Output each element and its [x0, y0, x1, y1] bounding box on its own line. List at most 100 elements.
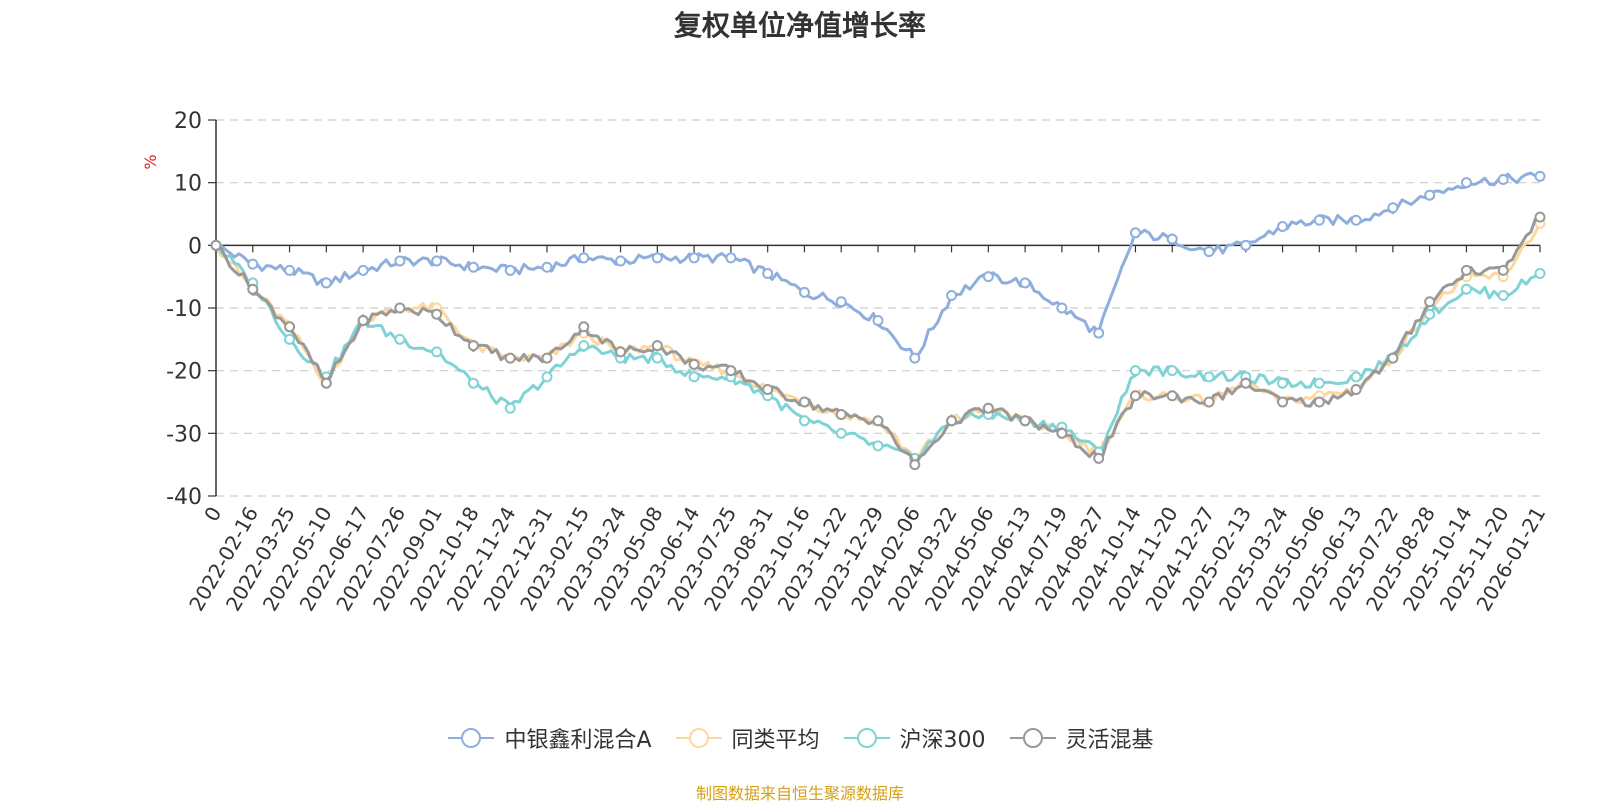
data-point — [504, 352, 516, 364]
y-tick-label: -20 — [166, 360, 202, 385]
data-point — [1277, 396, 1289, 408]
data-point — [541, 371, 553, 383]
data-point — [394, 333, 406, 345]
legend-marker-icon — [448, 728, 495, 748]
line-chart: 20100-10-20-30-4002022-02-162022-03-2520… — [141, 109, 1550, 615]
data-point — [320, 377, 332, 389]
data-point — [1056, 427, 1068, 439]
y-tick-label: 20 — [174, 109, 202, 134]
data-point — [504, 264, 516, 276]
data-point — [357, 315, 369, 327]
data-point — [1166, 390, 1178, 402]
data-point — [1350, 371, 1362, 383]
legend-item[interactable]: 同类平均 — [674, 722, 820, 754]
data-point — [982, 271, 994, 283]
data-point — [798, 415, 810, 427]
legend-marker-icon — [843, 728, 890, 748]
data-point — [651, 340, 663, 352]
data-point — [467, 340, 479, 352]
legend-label: 中银鑫利混合A — [504, 728, 652, 753]
data-point — [1313, 214, 1325, 226]
data-point — [1313, 396, 1325, 408]
data-point — [431, 346, 443, 358]
y-tick-label: -10 — [166, 297, 202, 322]
data-point — [1093, 452, 1105, 464]
data-point — [1203, 371, 1215, 383]
data-point — [1534, 211, 1546, 223]
data-point — [835, 296, 847, 308]
data-point — [651, 252, 663, 264]
data-point — [1460, 177, 1472, 189]
data-point — [320, 277, 332, 289]
data-point — [1387, 202, 1399, 214]
axis-layer — [208, 119, 1541, 497]
y-tick-label: 10 — [174, 172, 202, 197]
data-point — [615, 255, 627, 267]
x-tick-label: 0 — [199, 503, 226, 526]
data-point — [284, 321, 296, 333]
legend-marker-icon — [1009, 728, 1056, 748]
legend-item[interactable]: 中银鑫利混合A — [446, 722, 652, 754]
data-point — [1277, 221, 1289, 233]
legend: 中银鑫利混合A 同类平均 沪深300 灵活混基 — [0, 722, 1600, 754]
data-point — [357, 264, 369, 276]
data-point — [394, 302, 406, 314]
data-point — [1203, 246, 1215, 258]
tick-label-layer: 20100-10-20-30-4002022-02-162022-03-2520… — [166, 109, 1550, 615]
data-point — [1093, 327, 1105, 339]
data-point — [872, 415, 884, 427]
data-point — [578, 252, 590, 264]
data-point — [210, 239, 222, 251]
data-point — [541, 261, 553, 273]
data-point — [504, 402, 516, 414]
data-point — [431, 255, 443, 267]
data-point — [1129, 227, 1141, 239]
chart-title: 复权单位净值增长率 — [673, 9, 926, 42]
data-point — [284, 264, 296, 276]
data-point — [1313, 377, 1325, 389]
data-point — [909, 352, 921, 364]
data-point — [284, 333, 296, 345]
data-point — [1534, 170, 1546, 182]
data-point — [1424, 308, 1436, 320]
data-point — [1019, 415, 1031, 427]
data-point — [909, 459, 921, 471]
data-point — [688, 252, 700, 264]
data-point — [1277, 377, 1289, 389]
y-tick-label: -30 — [166, 422, 202, 447]
data-point — [615, 346, 627, 358]
data-point — [1424, 189, 1436, 201]
data-point — [725, 252, 737, 264]
y-tick-label: -40 — [166, 485, 202, 510]
data-point — [1203, 396, 1215, 408]
source-note: 制图数据来自恒生聚源数据库 — [695, 784, 904, 803]
series-layer — [210, 170, 1546, 471]
data-point — [1019, 277, 1031, 289]
data-point — [541, 352, 553, 364]
data-point — [247, 283, 259, 295]
data-point — [578, 321, 590, 333]
data-point — [1460, 283, 1472, 295]
data-point — [946, 415, 958, 427]
data-point — [431, 308, 443, 320]
data-point — [872, 440, 884, 452]
data-point — [394, 255, 406, 267]
data-point — [578, 340, 590, 352]
data-point — [688, 358, 700, 370]
data-point — [835, 427, 847, 439]
data-point — [1240, 377, 1252, 389]
legend-label: 沪深300 — [899, 728, 986, 753]
series-line — [214, 244, 1541, 462]
data-point — [1460, 264, 1472, 276]
data-point — [762, 268, 774, 280]
data-point — [946, 289, 958, 301]
data-point — [982, 402, 994, 414]
data-point — [1129, 390, 1141, 402]
legend-item[interactable]: 沪深300 — [842, 722, 986, 754]
data-point — [1240, 239, 1252, 251]
series-line — [216, 171, 1541, 360]
data-point — [1497, 289, 1509, 301]
data-point — [798, 286, 810, 298]
legend-item[interactable]: 灵活混基 — [1008, 722, 1154, 754]
data-point — [1350, 214, 1362, 226]
